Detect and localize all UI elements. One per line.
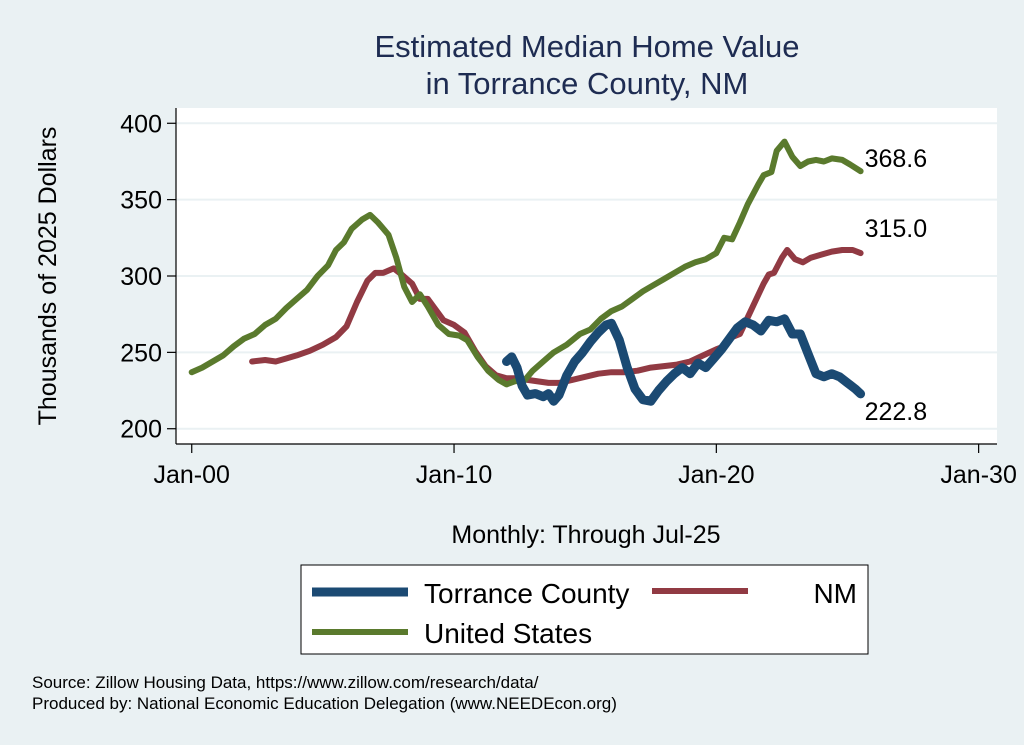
x-axis-title: Monthly: Through Jul-25 bbox=[451, 521, 720, 549]
end-label-torrance-county: 222.8 bbox=[865, 398, 928, 426]
axes: 200 250 300 350 400 Jan-00 Jan-10 Jan-20 Jan-30 bbox=[120, 108, 1017, 489]
legend-label-us: United States bbox=[424, 618, 592, 649]
x-tick-label: Jan-30 bbox=[940, 461, 1016, 489]
y-tick-label: 300 bbox=[120, 263, 162, 291]
x-tick-label: Jan-00 bbox=[154, 461, 230, 489]
y-tick-label: 400 bbox=[120, 110, 162, 138]
y-tick-label: 250 bbox=[120, 339, 162, 367]
end-label-united-states: 368.6 bbox=[865, 145, 928, 173]
x-tick-label: Jan-20 bbox=[678, 461, 754, 489]
legend-label-nm: NM bbox=[813, 578, 857, 609]
y-tick-label: 200 bbox=[120, 416, 162, 444]
grid-lines bbox=[176, 122, 997, 430]
source-note: Source: Zillow Housing Data, https://www… bbox=[32, 673, 539, 692]
chart-title-line-1: Estimated Median Home Value bbox=[374, 29, 799, 64]
legend-label-torrance: Torrance County bbox=[424, 578, 629, 609]
legend: Torrance County NM United States bbox=[300, 564, 869, 655]
chart-title-line-2: in Torrance County, NM bbox=[426, 66, 749, 101]
y-axis-title: Thousands of 2025 Dollars bbox=[34, 127, 62, 426]
producer-note: Produced by: National Economic Education… bbox=[32, 694, 617, 713]
series-line-torrance-county bbox=[502, 314, 866, 406]
series-line-united-states bbox=[188, 138, 864, 388]
y-tick-label: 350 bbox=[120, 187, 162, 215]
x-tick-label: Jan-10 bbox=[416, 461, 492, 489]
series-layer bbox=[188, 138, 866, 406]
end-label-nm: 315.0 bbox=[865, 215, 928, 243]
legend-box bbox=[300, 564, 869, 655]
end-labels: 222.8 315.0 368.6 bbox=[865, 145, 928, 426]
